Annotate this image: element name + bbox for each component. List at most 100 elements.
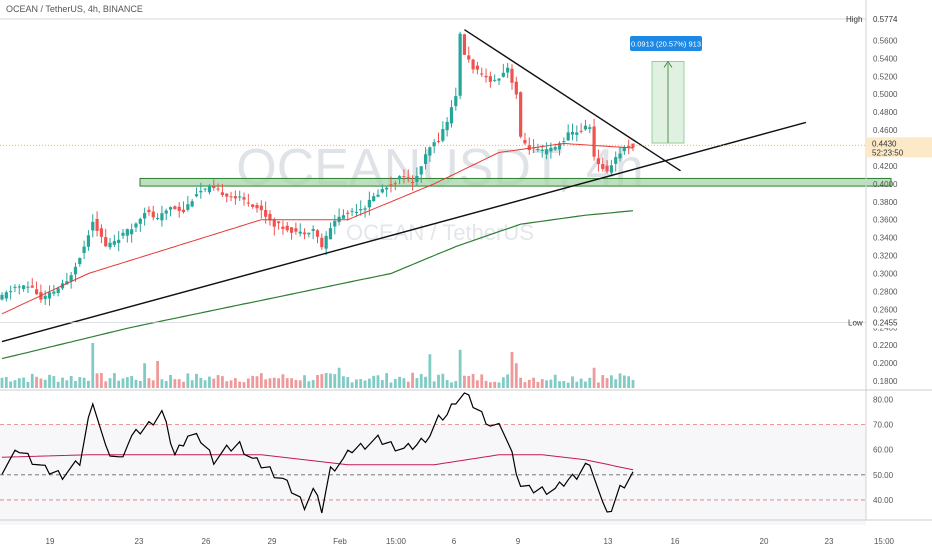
candle-body bbox=[549, 147, 553, 152]
volume-bar bbox=[112, 373, 116, 388]
price-axis-tick: 0.3000 bbox=[873, 269, 898, 278]
volume-bar bbox=[558, 381, 561, 388]
price-axis-tick: 0.4000 bbox=[873, 180, 898, 189]
candle-body bbox=[385, 187, 389, 190]
candle-body bbox=[177, 206, 181, 211]
volume-bar bbox=[480, 374, 484, 388]
volume-bar bbox=[333, 374, 337, 388]
volume-bar bbox=[311, 379, 315, 388]
candle-body bbox=[199, 190, 203, 193]
volume-bar bbox=[471, 373, 475, 388]
volume-bar bbox=[229, 380, 233, 388]
x-axis-tick: 29 bbox=[268, 537, 277, 546]
volume-bar bbox=[125, 377, 129, 388]
volume-bar bbox=[277, 378, 281, 388]
volume-bar bbox=[147, 378, 151, 388]
volume-bar bbox=[393, 379, 397, 388]
volume-bar bbox=[631, 379, 635, 388]
volume-bar bbox=[372, 375, 376, 388]
trendline bbox=[1, 121, 807, 343]
volume-bar bbox=[52, 376, 56, 388]
volume-bar bbox=[588, 377, 592, 388]
watermark-description: OCEAN / TetherUS bbox=[346, 220, 534, 245]
candle-body bbox=[609, 165, 613, 173]
candle-body bbox=[4, 292, 8, 299]
candle-body bbox=[52, 291, 56, 294]
volume-bar bbox=[246, 378, 250, 388]
candle-body bbox=[95, 218, 99, 231]
candle-body bbox=[350, 210, 354, 212]
candle-body bbox=[233, 196, 237, 199]
volume-bar bbox=[268, 378, 272, 388]
rsi-axis-tick: 40.00 bbox=[873, 496, 894, 505]
candle-body bbox=[315, 230, 320, 237]
candle-body bbox=[78, 258, 82, 265]
candle-body bbox=[402, 176, 406, 178]
x-axis-tick: 15:00 bbox=[386, 537, 407, 546]
watermark: OCEANUSDT, 4h OCEAN / TetherUS bbox=[236, 139, 643, 245]
countdown: 52:23:50 bbox=[872, 148, 904, 157]
volume-bar bbox=[22, 377, 26, 388]
volume-bar bbox=[177, 379, 181, 388]
volume-bar bbox=[294, 379, 298, 388]
trendline bbox=[464, 29, 681, 172]
candle-body bbox=[298, 231, 302, 234]
volume-bar bbox=[519, 377, 523, 388]
price-axis-tick: 0.3200 bbox=[873, 252, 898, 261]
candle-body bbox=[229, 196, 233, 198]
volume-bar bbox=[601, 375, 605, 388]
candle-body bbox=[130, 229, 134, 235]
volume-bar bbox=[134, 379, 138, 388]
candle-body bbox=[389, 184, 393, 186]
volume-bar bbox=[424, 376, 427, 388]
candle-body bbox=[203, 188, 207, 190]
candle-body bbox=[164, 210, 168, 214]
rsi-pane[interactable] bbox=[0, 392, 866, 526]
volume-bar bbox=[488, 382, 492, 388]
candle-body bbox=[380, 189, 384, 193]
volume-bar bbox=[320, 374, 324, 388]
volume-bar bbox=[376, 375, 380, 388]
volume-bar bbox=[238, 381, 242, 388]
price-axis-tick: 0.5600 bbox=[873, 36, 898, 45]
candle-body bbox=[553, 147, 557, 150]
volume-bar bbox=[203, 380, 207, 388]
candle-body bbox=[432, 142, 436, 147]
candle-body bbox=[488, 76, 492, 82]
price-axis-tick: 0.3400 bbox=[873, 234, 898, 243]
candle-body bbox=[91, 221, 95, 231]
high-tag bbox=[868, 13, 930, 25]
candle-body bbox=[289, 227, 294, 233]
rsi-ma-line bbox=[1, 454, 634, 471]
candle-body bbox=[458, 33, 462, 96]
volume-bar bbox=[78, 377, 82, 388]
candle-body bbox=[540, 149, 544, 151]
volume-bar bbox=[4, 377, 8, 388]
candle-body bbox=[592, 126, 596, 157]
candle-body bbox=[13, 286, 17, 288]
x-axis-tick: 6 bbox=[452, 537, 457, 546]
candle-body bbox=[614, 157, 618, 164]
measure-arrowhead bbox=[663, 60, 673, 68]
volume-bar bbox=[514, 363, 518, 388]
price-axis-tick: 0.2200 bbox=[873, 341, 898, 350]
price-axis-tick: 0.4200 bbox=[873, 162, 898, 171]
price-pane[interactable] bbox=[0, 29, 892, 388]
candle-body bbox=[333, 220, 337, 227]
price-axis-tick: 0.2800 bbox=[873, 287, 898, 296]
candle-body bbox=[160, 213, 164, 221]
volume-bar bbox=[298, 380, 302, 388]
volume-bar bbox=[151, 380, 155, 388]
price-axis-tick: 0.4600 bbox=[873, 126, 898, 135]
candle-body bbox=[268, 213, 272, 221]
volume-bar bbox=[35, 376, 38, 388]
candle-body bbox=[173, 206, 177, 210]
candle-body bbox=[579, 130, 583, 132]
volume-bar bbox=[579, 378, 583, 388]
volume-bar bbox=[497, 382, 501, 388]
candle-body bbox=[246, 202, 250, 204]
candle-body bbox=[26, 286, 30, 288]
